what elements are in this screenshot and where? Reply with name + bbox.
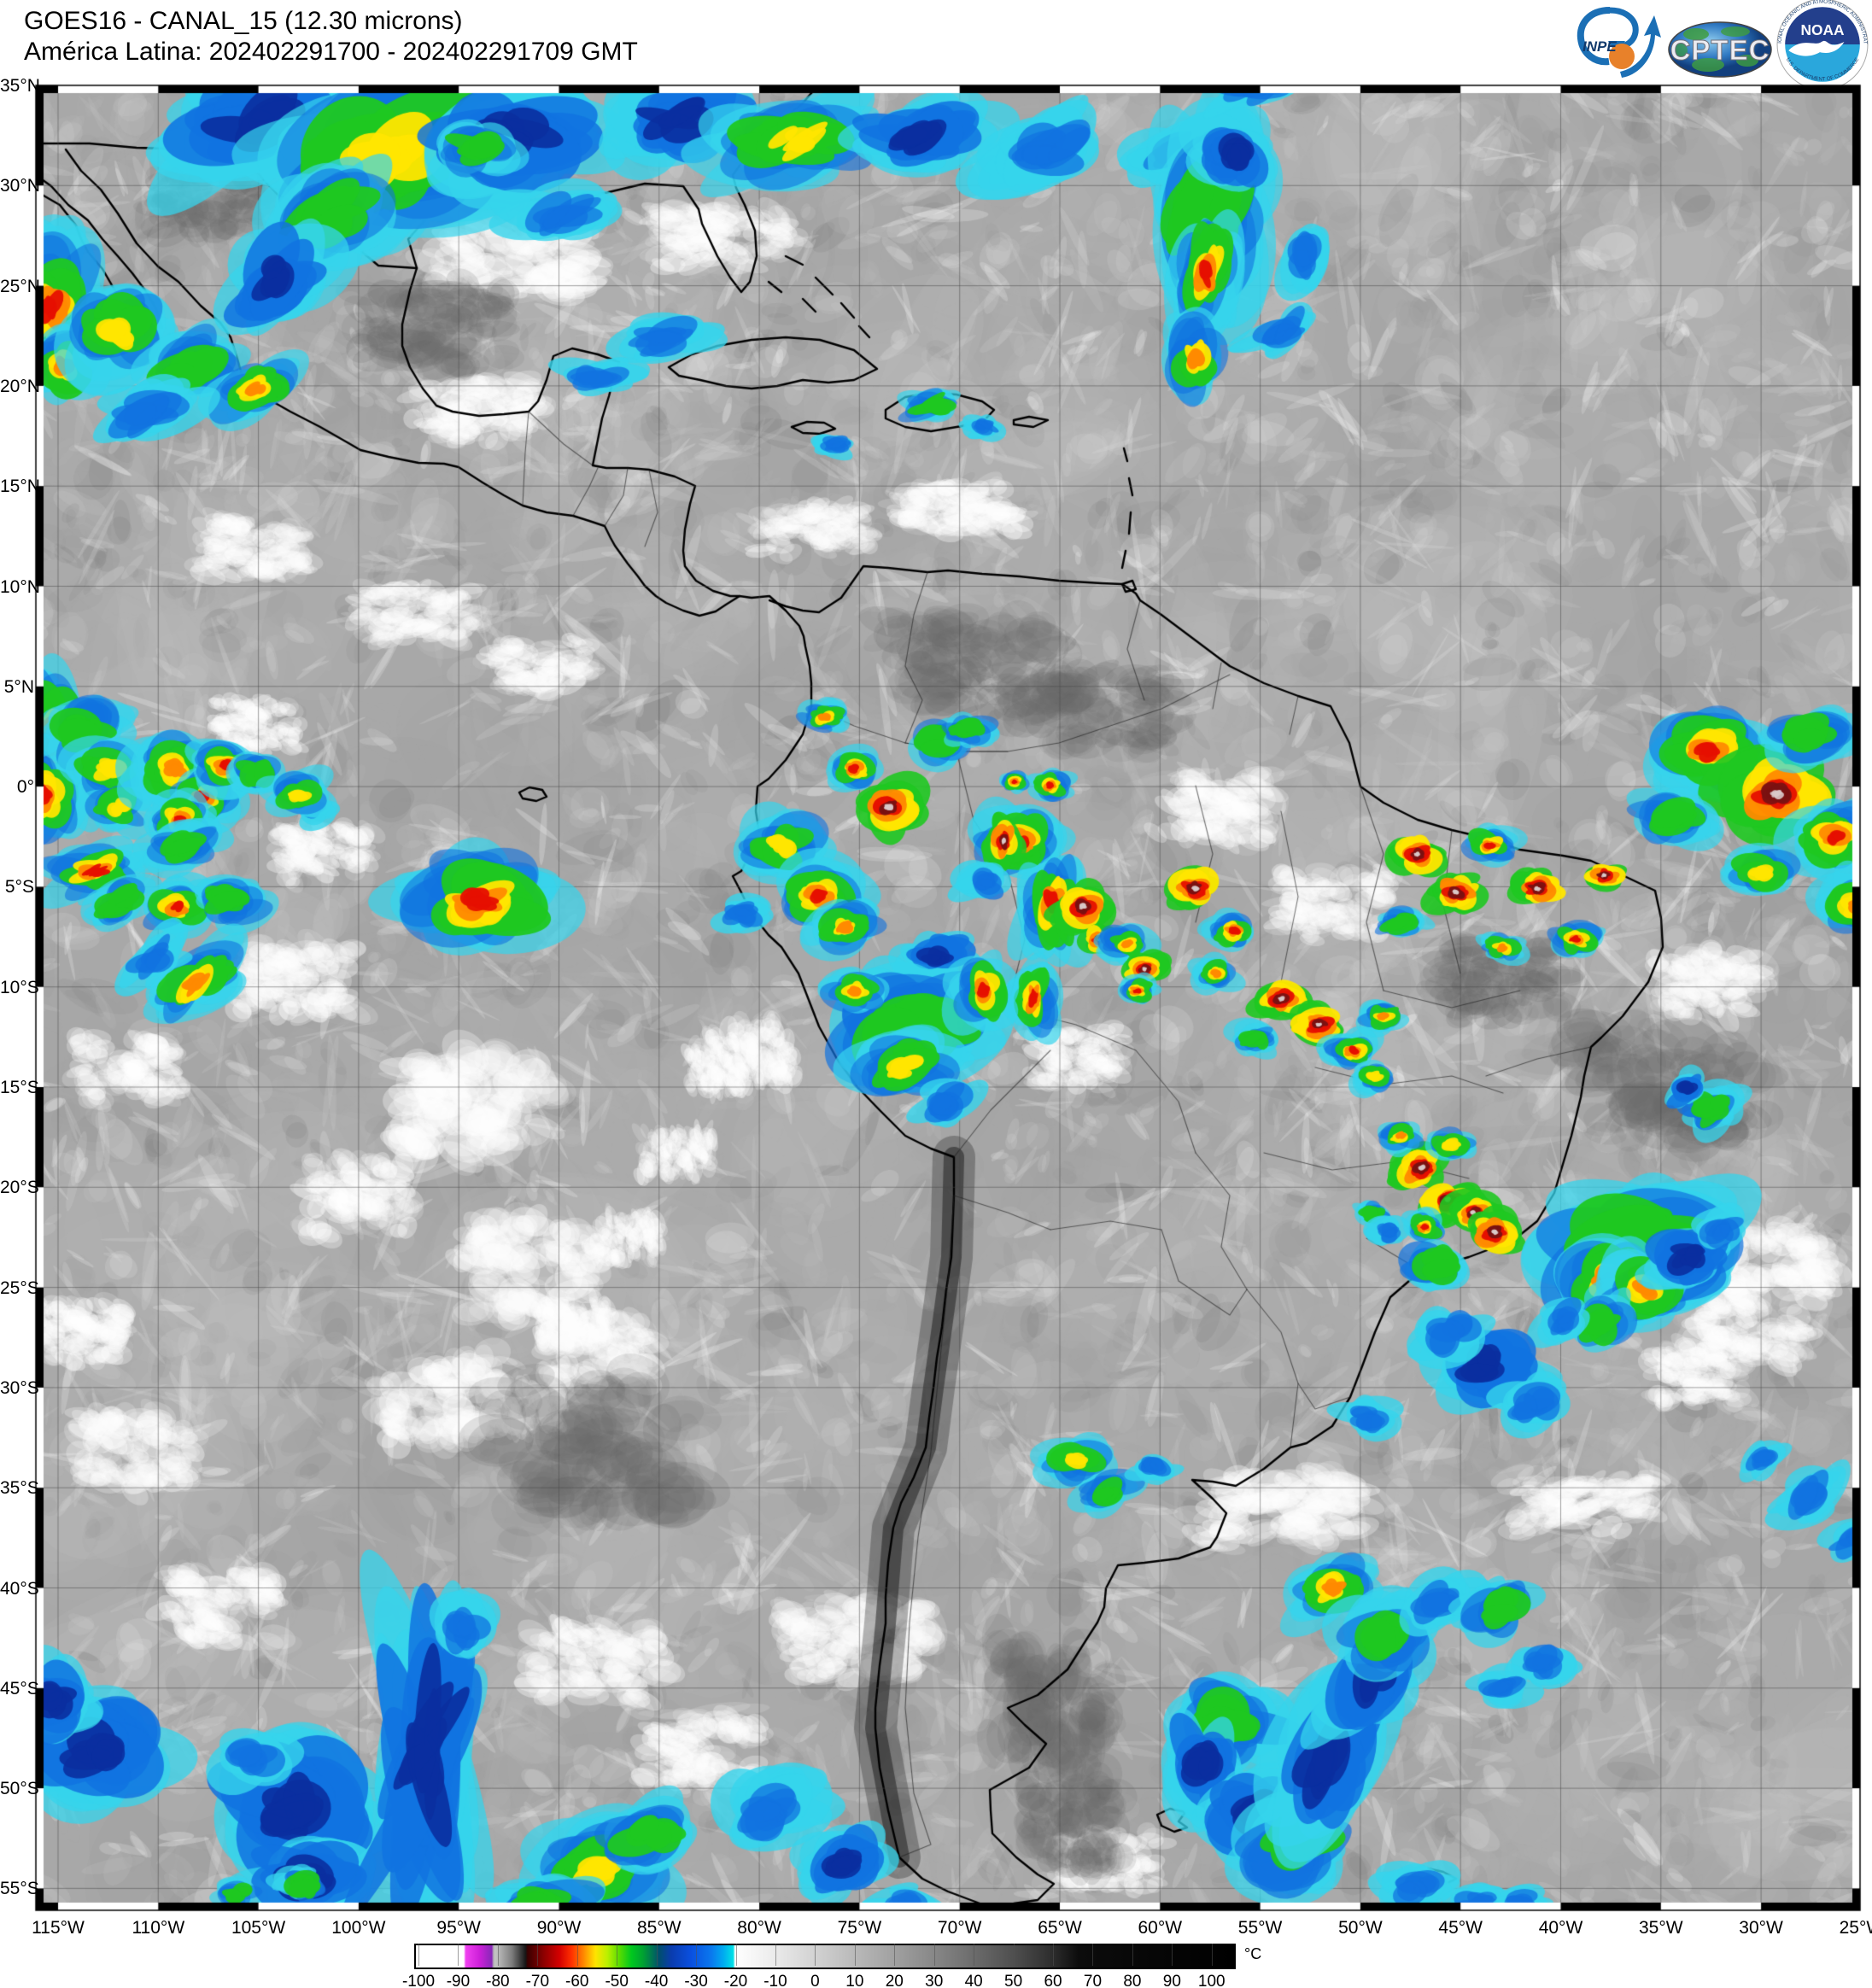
- lon-label: 55°W: [1237, 1918, 1283, 1938]
- lon-label: 105°W: [231, 1918, 286, 1938]
- lat-label: 15°S: [0, 1078, 39, 1097]
- colorbar-tick-label: 10: [845, 1973, 864, 1988]
- lon-label: 90°W: [536, 1918, 582, 1938]
- colorbar-tick-label: 90: [1162, 1973, 1181, 1988]
- lat-label: 25°S: [0, 1278, 39, 1298]
- colorbar-tick: [576, 1944, 578, 1966]
- lon-label: 75°W: [837, 1918, 882, 1938]
- colorbar-tick: [1172, 1944, 1173, 1966]
- colorbar-tick-label: 60: [1044, 1973, 1062, 1988]
- colorbar-unit: °C: [1244, 1945, 1262, 1962]
- lon-label: 35°W: [1639, 1918, 1683, 1938]
- colorbar-tick: [537, 1944, 539, 1966]
- lon-label: 100°W: [331, 1918, 386, 1938]
- colorbar-tick-label: 30: [925, 1973, 944, 1988]
- lon-label: 115°W: [32, 1918, 85, 1938]
- lon-label: 30°W: [1739, 1918, 1783, 1938]
- lat-label: 25°N: [0, 276, 40, 296]
- lon-label: 95°W: [436, 1918, 481, 1938]
- colorbar-tick: [1013, 1944, 1015, 1966]
- lon-label: 40°W: [1538, 1918, 1583, 1938]
- colorbar-gradient: [414, 1944, 1236, 1969]
- colorbar-tick-label: -90: [446, 1973, 471, 1988]
- lat-label: 30°S: [0, 1377, 39, 1398]
- colorbar-tick-label: 40: [964, 1973, 983, 1988]
- lat-label: 20°N: [0, 376, 40, 396]
- colorbar-tick: [1053, 1944, 1055, 1966]
- lon-label: 25°W: [1839, 1918, 1872, 1938]
- colorbar-tick: [815, 1944, 816, 1966]
- lon-label: 60°W: [1138, 1918, 1183, 1938]
- colorbar-tick: [933, 1944, 935, 1966]
- lat-label: 50°S: [0, 1779, 39, 1799]
- lat-label: 35°N: [0, 76, 40, 96]
- lon-label: 80°W: [737, 1918, 781, 1938]
- lat-label: 15°N: [0, 477, 40, 497]
- colorbar-tick-label: 100: [1197, 1973, 1226, 1988]
- colorbar-tick-label: -10: [763, 1973, 787, 1988]
- colorbar-tick-label: -80: [486, 1973, 510, 1988]
- lat-label: 5°S: [4, 877, 34, 898]
- colorbar-tick: [1132, 1944, 1133, 1966]
- colorbar-tick: [775, 1944, 776, 1966]
- lon-label: 65°W: [1038, 1918, 1082, 1938]
- lat-label: 35°S: [0, 1478, 39, 1499]
- colorbar-tick-label: -70: [525, 1973, 550, 1988]
- temperature-colorbar: -100 -90 -80 -70 -60 -50 -40 -30 -20 -10 0 10 20 30 40…: [402, 1944, 1302, 1988]
- lat-label: 10°S: [0, 977, 39, 997]
- colorbar-tick: [497, 1944, 499, 1966]
- colorbar-tick-label: 50: [1004, 1973, 1023, 1988]
- colorbar-tick: [696, 1944, 698, 1966]
- colorbar-tick: [854, 1944, 856, 1966]
- colorbar-tick-label: 80: [1123, 1973, 1142, 1988]
- colorbar-tick-label: 0: [810, 1973, 820, 1988]
- colorbar-tick-label: -30: [684, 1973, 708, 1988]
- lat-label: 20°S: [0, 1178, 39, 1198]
- lon-label: 50°W: [1338, 1918, 1383, 1938]
- lat-label: 5°N: [3, 676, 34, 697]
- colorbar-tick-label: -50: [605, 1973, 629, 1988]
- lat-label: 45°S: [0, 1678, 39, 1699]
- colorbar-tick-label: -100: [401, 1973, 436, 1988]
- colorbar-tick: [418, 1944, 419, 1966]
- colorbar-tick-label: 20: [885, 1973, 904, 1988]
- lon-label: 70°W: [937, 1918, 982, 1938]
- lat-label: 30°N: [0, 176, 40, 196]
- colorbar-tick-label: 70: [1083, 1973, 1103, 1988]
- lon-label: 45°W: [1438, 1918, 1483, 1938]
- lat-label: 10°N: [0, 576, 40, 597]
- colorbar-tick: [1211, 1944, 1213, 1966]
- colorbar-tick: [458, 1944, 459, 1966]
- colorbar-tick: [656, 1944, 658, 1966]
- colorbar-tick: [1092, 1944, 1094, 1966]
- lat-label: 40°S: [0, 1578, 39, 1599]
- colorbar-tick-label: -40: [644, 1973, 669, 1988]
- lon-label: 110°W: [132, 1918, 185, 1938]
- colorbar-tick-label: -20: [723, 1973, 748, 1988]
- lon-label: 85°W: [637, 1918, 682, 1938]
- lat-label: 0°: [16, 777, 34, 798]
- colorbar-tick: [894, 1944, 896, 1966]
- lat-label: 55°S: [0, 1879, 39, 1899]
- colorbar-tick-label: -60: [565, 1973, 589, 1988]
- colorbar-tick: [735, 1944, 737, 1966]
